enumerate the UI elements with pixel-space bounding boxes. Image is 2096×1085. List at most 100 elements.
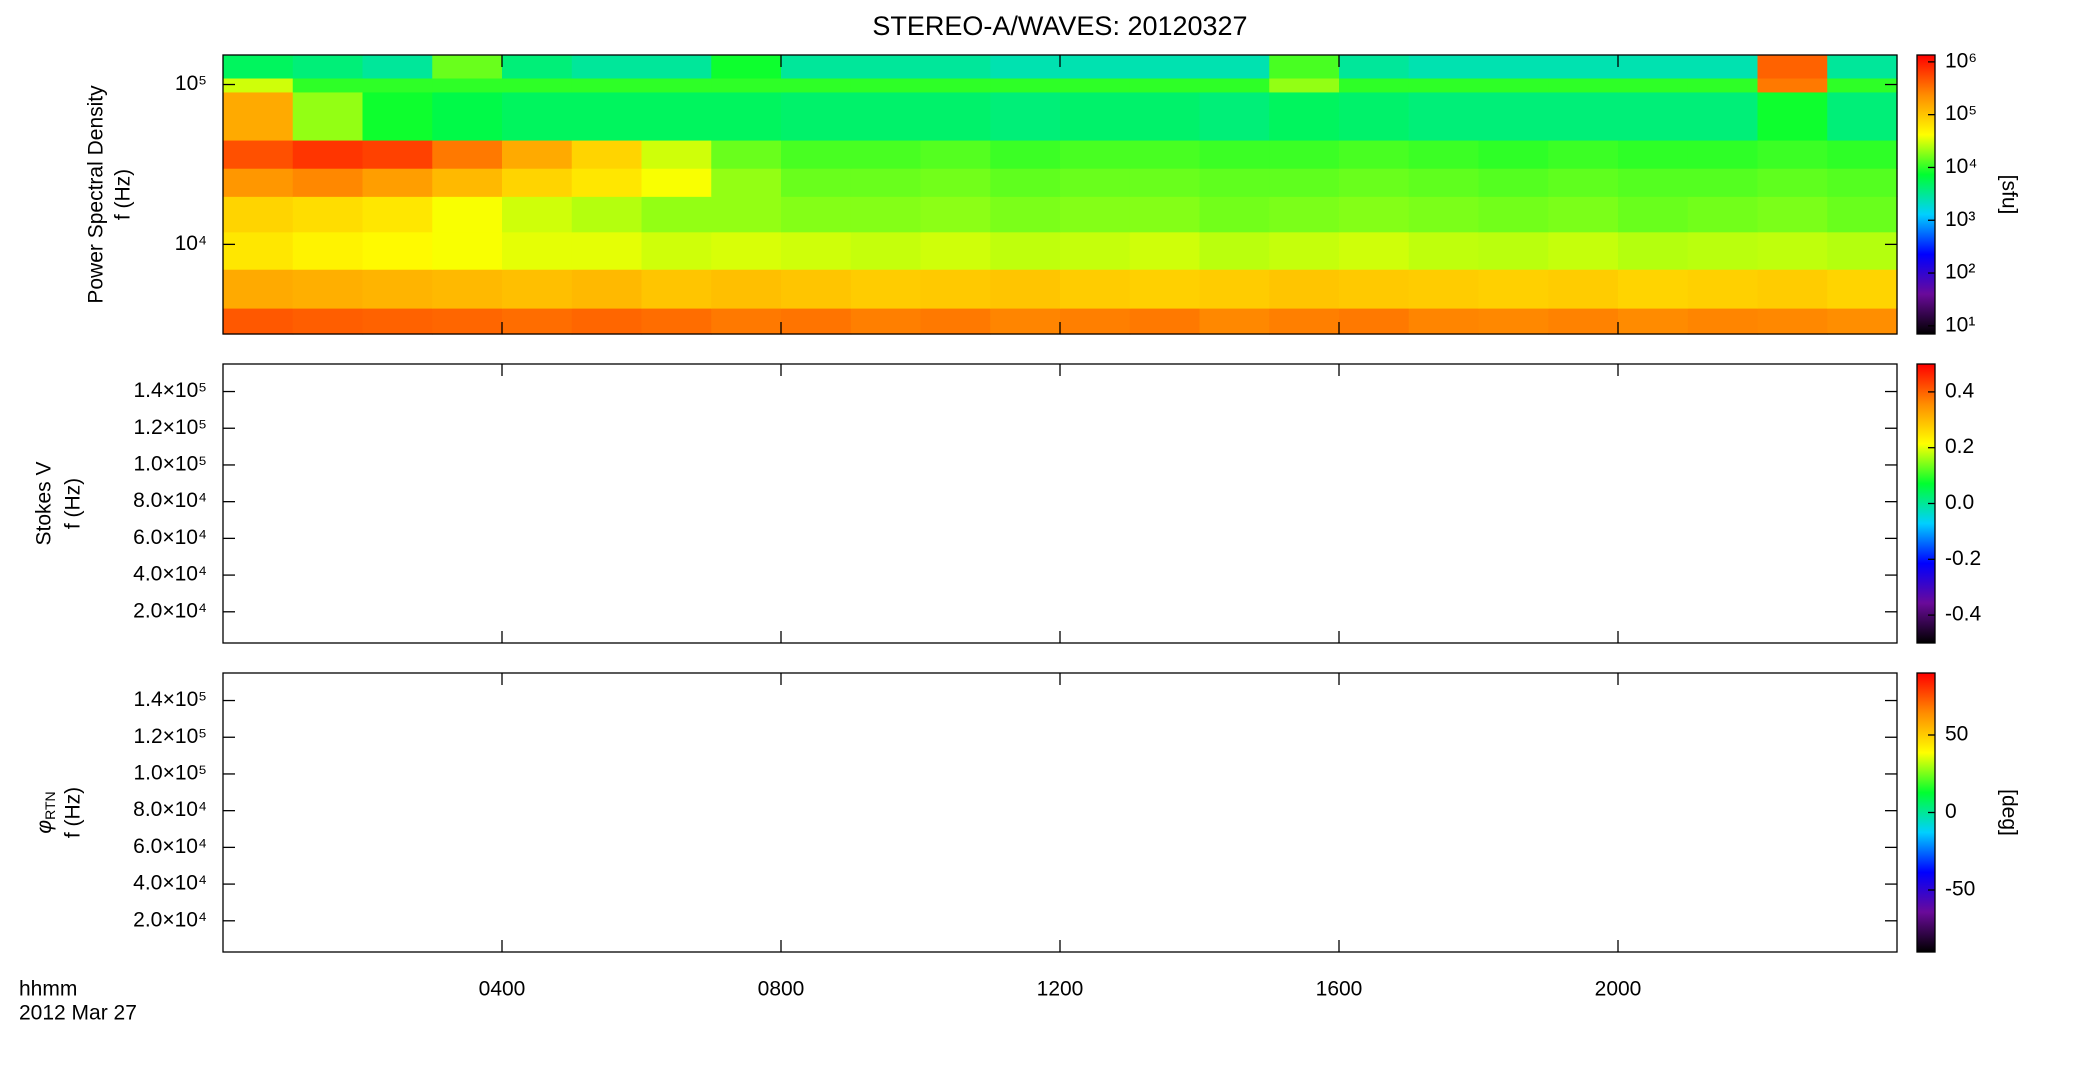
heatmap-cell xyxy=(1129,91,1201,141)
heatmap-cell xyxy=(920,139,991,169)
y-label: f (Hz) xyxy=(112,169,135,220)
x-tick-label: 1600 xyxy=(1316,978,1363,1001)
heatmap-cell xyxy=(432,168,503,197)
heatmap-cell xyxy=(1827,139,1898,169)
heatmap-cell xyxy=(1060,307,1131,335)
heatmap-cell xyxy=(1478,91,1549,141)
heatmap-cell xyxy=(1757,139,1828,169)
heatmap-cell xyxy=(1129,231,1201,270)
heatmap-cell xyxy=(990,307,1061,335)
heatmap-cell xyxy=(711,139,782,169)
heatmap-cell xyxy=(1827,77,1898,93)
heatmap-cell xyxy=(432,269,503,309)
heatmap-cell xyxy=(1199,139,1270,169)
y-tick-label: 2.0×10⁴ xyxy=(133,908,207,931)
heatmap-cell xyxy=(1339,231,1410,270)
heatmap-cell xyxy=(1408,196,1480,233)
heatmap-cell xyxy=(223,168,294,197)
heatmap-cell xyxy=(1478,168,1549,197)
heatmap-cell xyxy=(1339,307,1410,335)
heatmap-cell xyxy=(1827,168,1898,197)
heatmap-cell xyxy=(1687,269,1759,309)
heatmap-cell xyxy=(850,139,922,169)
heatmap-cell xyxy=(1339,269,1410,309)
heatmap-cell xyxy=(571,196,643,233)
heatmap-cell xyxy=(502,307,573,335)
heatmap-cell xyxy=(1757,231,1828,270)
heatmap-cell xyxy=(1618,55,1689,79)
heatmap-cell xyxy=(781,91,852,141)
y-tick-label: 10⁴ xyxy=(175,232,207,255)
heatmap-cell xyxy=(990,55,1061,79)
y-label-symbol: φ xyxy=(33,820,56,834)
heatmap-cell xyxy=(781,269,852,309)
plot-frame xyxy=(222,672,1898,953)
heatmap-cell xyxy=(1339,55,1410,79)
y-tick-label: 10⁵ xyxy=(175,72,207,95)
heatmap-cell xyxy=(1548,231,1619,270)
heatmap-cell xyxy=(292,55,364,79)
heatmap-cell xyxy=(292,139,364,169)
heatmap-cell xyxy=(1827,231,1898,270)
heatmap-cell xyxy=(1408,307,1480,335)
heatmap-cell xyxy=(571,91,643,141)
heatmap-cell xyxy=(850,77,922,93)
heatmap-cell xyxy=(1757,55,1828,79)
heatmap-cell xyxy=(1408,168,1480,197)
x-tick-label: 1200 xyxy=(1037,978,1084,1001)
heatmap-cell xyxy=(711,55,782,79)
colorbar xyxy=(1916,54,1936,335)
heatmap-cell xyxy=(781,77,852,93)
heatmap-cell xyxy=(432,55,503,79)
heatmap-cell xyxy=(432,196,503,233)
heatmap-cell xyxy=(1618,91,1689,141)
heatmap-cell xyxy=(223,196,294,233)
heatmap-cell xyxy=(1199,196,1270,233)
heatmap-cell xyxy=(1618,77,1689,93)
heatmap-cell xyxy=(781,307,852,335)
heatmap-cell xyxy=(920,55,991,79)
heatmap-cell xyxy=(1408,231,1480,270)
heatmap-cell xyxy=(990,77,1061,93)
heatmap-cell xyxy=(1548,91,1619,141)
heatmap-cell xyxy=(1757,307,1828,335)
heatmap-cell xyxy=(1827,269,1898,309)
y-label: f (Hz) xyxy=(62,478,85,529)
heatmap-cell xyxy=(711,77,782,93)
heatmap-cell xyxy=(1269,77,1340,93)
heatmap-cell xyxy=(1618,168,1689,197)
heatmap-cell xyxy=(781,55,852,79)
heatmap-cell xyxy=(1408,91,1480,141)
heatmap-cell xyxy=(1408,269,1480,309)
y-tick-label: 2.0×10⁴ xyxy=(133,599,207,622)
heatmap-cell xyxy=(1478,307,1549,335)
heatmap-cell xyxy=(990,91,1061,141)
colorbar-tick-label: 10⁵ xyxy=(1945,102,1977,125)
heatmap-cell xyxy=(1548,168,1619,197)
heatmap-cell xyxy=(1827,307,1898,335)
heatmap-cell xyxy=(641,231,712,270)
heatmap-cell xyxy=(1687,168,1759,197)
colorbar-label: [deg] xyxy=(1997,789,2020,836)
heatmap-cell xyxy=(432,231,503,270)
heatmap-cell xyxy=(1478,55,1549,79)
y-tick-label: 6.0×10⁴ xyxy=(133,835,207,858)
heatmap-cell xyxy=(920,269,991,309)
heatmap-cell xyxy=(432,139,503,169)
heatmap-cell xyxy=(1687,307,1759,335)
heatmap-cell xyxy=(1618,307,1689,335)
heatmap-cell xyxy=(1827,196,1898,233)
heatmap-cell xyxy=(1618,231,1689,270)
heatmap-cell xyxy=(292,196,364,233)
heatmap-cell xyxy=(1129,77,1201,93)
heatmap-cell xyxy=(1060,168,1131,197)
y-label: Power Spectral Density xyxy=(85,85,108,304)
heatmap-cell xyxy=(1129,269,1201,309)
heatmap-cell xyxy=(1548,269,1619,309)
heatmap-cell xyxy=(1060,231,1131,270)
heatmap-cell xyxy=(1687,77,1759,93)
heatmap-cell xyxy=(1618,139,1689,169)
heatmap-cell xyxy=(223,91,294,141)
y-tick-label: 4.0×10⁴ xyxy=(133,563,207,586)
heatmap-cell xyxy=(850,168,922,197)
